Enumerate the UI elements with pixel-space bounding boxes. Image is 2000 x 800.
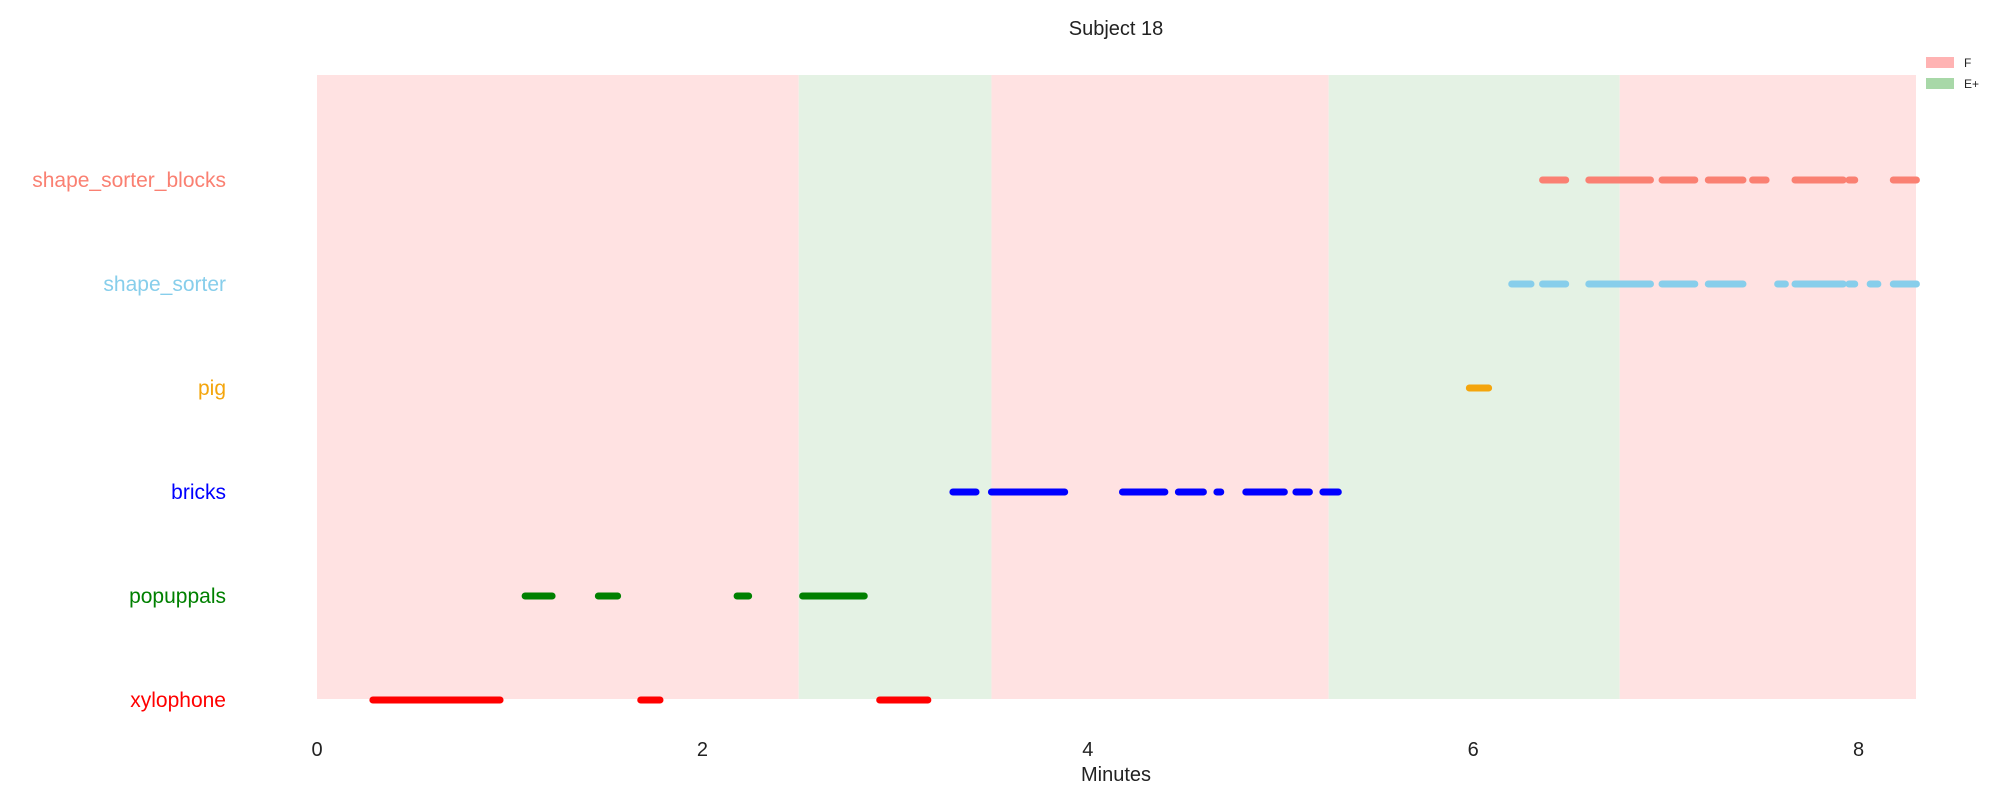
band-f-2: [991, 75, 1329, 699]
chart-title: Subject 18: [1069, 18, 1164, 40]
category-label-shape-sorter: shape_sorter: [103, 273, 226, 296]
x-tick-0: 0: [311, 739, 322, 761]
category-label-popuppals: popuppals: [129, 585, 226, 608]
legend-label-f: F: [1964, 56, 1971, 70]
category-label-bricks: bricks: [171, 481, 226, 504]
x-tick-6: 6: [1468, 739, 1479, 761]
x-tick-2: 2: [697, 739, 708, 761]
category-label-shape-sorter-blocks: shape_sorter_blocks: [32, 169, 226, 192]
x-tick-4: 4: [1082, 739, 1093, 761]
band-eplus-1: [798, 75, 992, 699]
band-f-0: [317, 75, 799, 699]
x-axis-label: Minutes: [1081, 764, 1151, 786]
condition-bands: [317, 75, 1916, 699]
legend-swatch-f: [1926, 57, 1954, 68]
category-label-pig: pig: [198, 377, 226, 400]
activity-segments: [369, 176, 1920, 704]
band-f-4: [1619, 75, 1916, 699]
legend: F E+: [1926, 56, 1979, 91]
x-tick-8: 8: [1853, 739, 1864, 761]
legend-swatch-eplus: [1926, 78, 1954, 89]
legend-label-eplus: E+: [1964, 77, 1979, 91]
category-label-xylophone: xylophone: [130, 689, 226, 712]
x-axis-ticks: 0 2 4 6 8: [311, 739, 1864, 761]
